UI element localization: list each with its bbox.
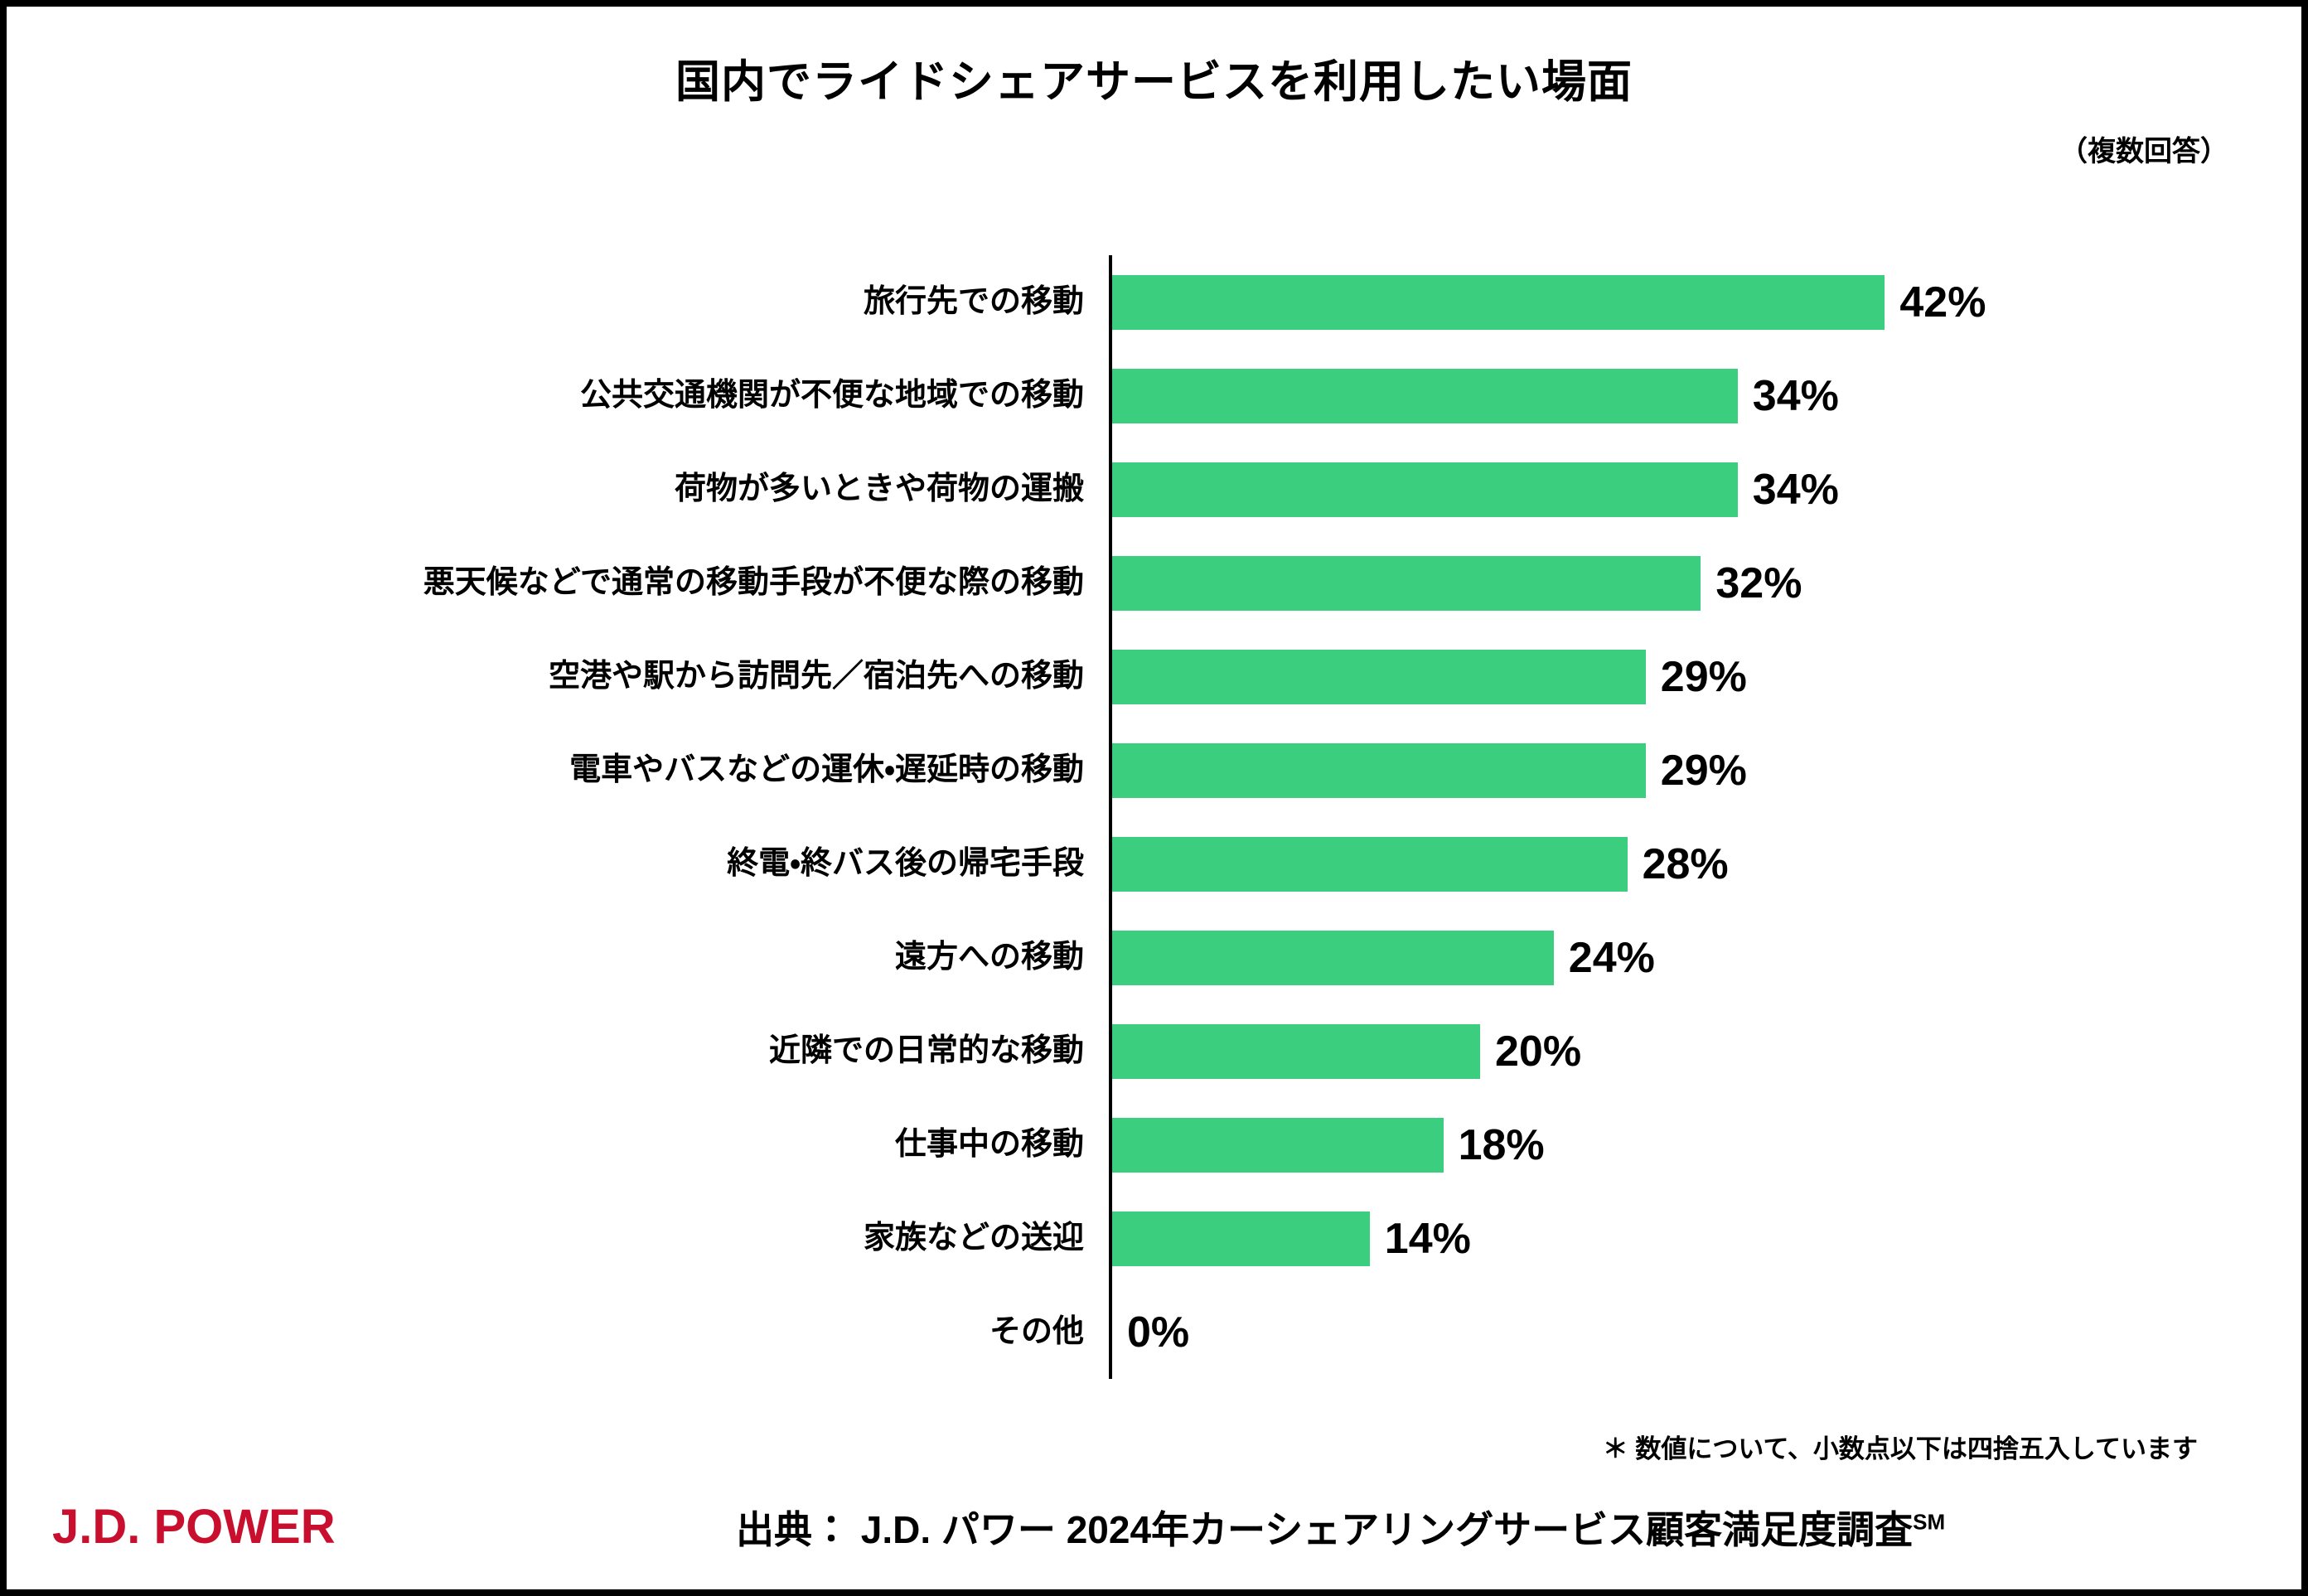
jd-power-logo: J.D. POWER: [52, 1500, 336, 1554]
value-label: 34%: [1752, 465, 1839, 514]
bar: [1112, 1117, 1444, 1173]
category-label: 旅行先での移動: [863, 283, 1084, 319]
chart-row: 荷物が多いときや荷物の運搬 34%: [7, 443, 2301, 536]
chart-row: 電車やバスなどの運休・遅延時の移動 29%: [7, 723, 2301, 817]
chart-row: 家族などの送迎 14%: [7, 1192, 2301, 1285]
source-line: 出典： J.D. パワー 2024年カーシェアリングサービス顧客満足度調査SM: [736, 1500, 1945, 1555]
chart-row: 旅行先での移動 42%: [7, 255, 2301, 349]
bar: [1112, 462, 1738, 517]
chart-row: 公共交通機関が不便な地域での移動 34%: [7, 349, 2301, 443]
plot-area: 29%: [1109, 630, 2301, 723]
value-label: 32%: [1715, 559, 1802, 607]
bar: [1112, 368, 1738, 423]
value-label: 28%: [1642, 839, 1729, 888]
value-label: 42%: [1899, 278, 1986, 326]
value-label: 29%: [1660, 652, 1747, 701]
plot-area: 28%: [1109, 817, 2301, 911]
category-label: 荷物が多いときや荷物の運搬: [674, 471, 1084, 506]
chart-row: 近隣での日常的な移動 20%: [7, 1004, 2301, 1098]
value-label: 18%: [1458, 1120, 1545, 1169]
plot-area: 18%: [1109, 1098, 2301, 1192]
chart-row: 終電・終バス後の帰宅手段 28%: [7, 817, 2301, 911]
category-label: 電車やバスなどの運休・遅延時の移動: [569, 752, 1084, 787]
bar: [1112, 555, 1701, 611]
category-label: 遠方への移動: [894, 939, 1084, 975]
plot-area: 14%: [1109, 1192, 2301, 1285]
chart: 旅行先での移動 42% 公共交通機関が不便な地域での移動 34% 荷物が多いときや荷物の…: [7, 255, 2301, 1379]
plot-area: 20%: [1109, 1004, 2301, 1098]
value-label: 24%: [1568, 933, 1655, 982]
chart-row: 遠方への移動 24%: [7, 911, 2301, 1004]
category-label: 終電・終バス後の帰宅手段: [727, 845, 1084, 881]
value-label: 20%: [1495, 1027, 1582, 1076]
multiple-answer-note: （複数回答）: [2059, 136, 2228, 167]
category-label: 近隣での日常的な移動: [768, 1033, 1084, 1068]
bar: [1112, 274, 1885, 330]
plot-area: 34%: [1109, 443, 2301, 536]
chart-row: 空港や駅から訪問先／宿泊先への移動 29%: [7, 630, 2301, 723]
chart-title: 国内でライドシェアサービスを利用したい場面: [675, 57, 1633, 107]
rounding-note: ＊ 数値について、小数点以下は四捨五入しています: [1602, 1434, 2198, 1463]
value-label: 29%: [1660, 746, 1747, 795]
plot-area: 24%: [1109, 911, 2301, 1004]
bar: [1112, 742, 1646, 798]
bar: [1112, 836, 1628, 892]
bar: [1112, 1211, 1370, 1266]
value-label: 0%: [1127, 1308, 1190, 1357]
plot-area: 0%: [1109, 1285, 2301, 1379]
category-label: 悪天候などで通常の移動手段が不便な際の移動: [423, 564, 1084, 600]
bar: [1112, 930, 1554, 985]
value-label: 34%: [1752, 371, 1839, 420]
chart-row: 仕事中の移動 18%: [7, 1098, 2301, 1192]
plot-area: 34%: [1109, 349, 2301, 443]
value-label: 14%: [1384, 1214, 1471, 1263]
category-label: 空港や駅から訪問先／宿泊先への移動: [548, 658, 1084, 694]
category-label: 家族などの送迎: [863, 1220, 1084, 1255]
chart-row: 悪天候などで通常の移動手段が不便な際の移動 32%: [7, 536, 2301, 630]
plot-area: 32%: [1109, 536, 2301, 630]
source-superscript: SM: [1913, 1509, 1946, 1535]
category-label: 仕事中の移動: [894, 1126, 1084, 1162]
plot-area: 42%: [1109, 255, 2301, 349]
chart-row: その他 0%: [7, 1285, 2301, 1379]
plot-area: 29%: [1109, 723, 2301, 817]
bar: [1112, 649, 1646, 704]
category-label: その他: [989, 1313, 1084, 1349]
category-label: 公共交通機関が不便な地域での移動: [579, 377, 1084, 413]
bar: [1112, 1023, 1480, 1079]
source-text: 出典： J.D. パワー 2024年カーシェアリングサービス顧客満足度調査: [736, 1508, 1914, 1551]
